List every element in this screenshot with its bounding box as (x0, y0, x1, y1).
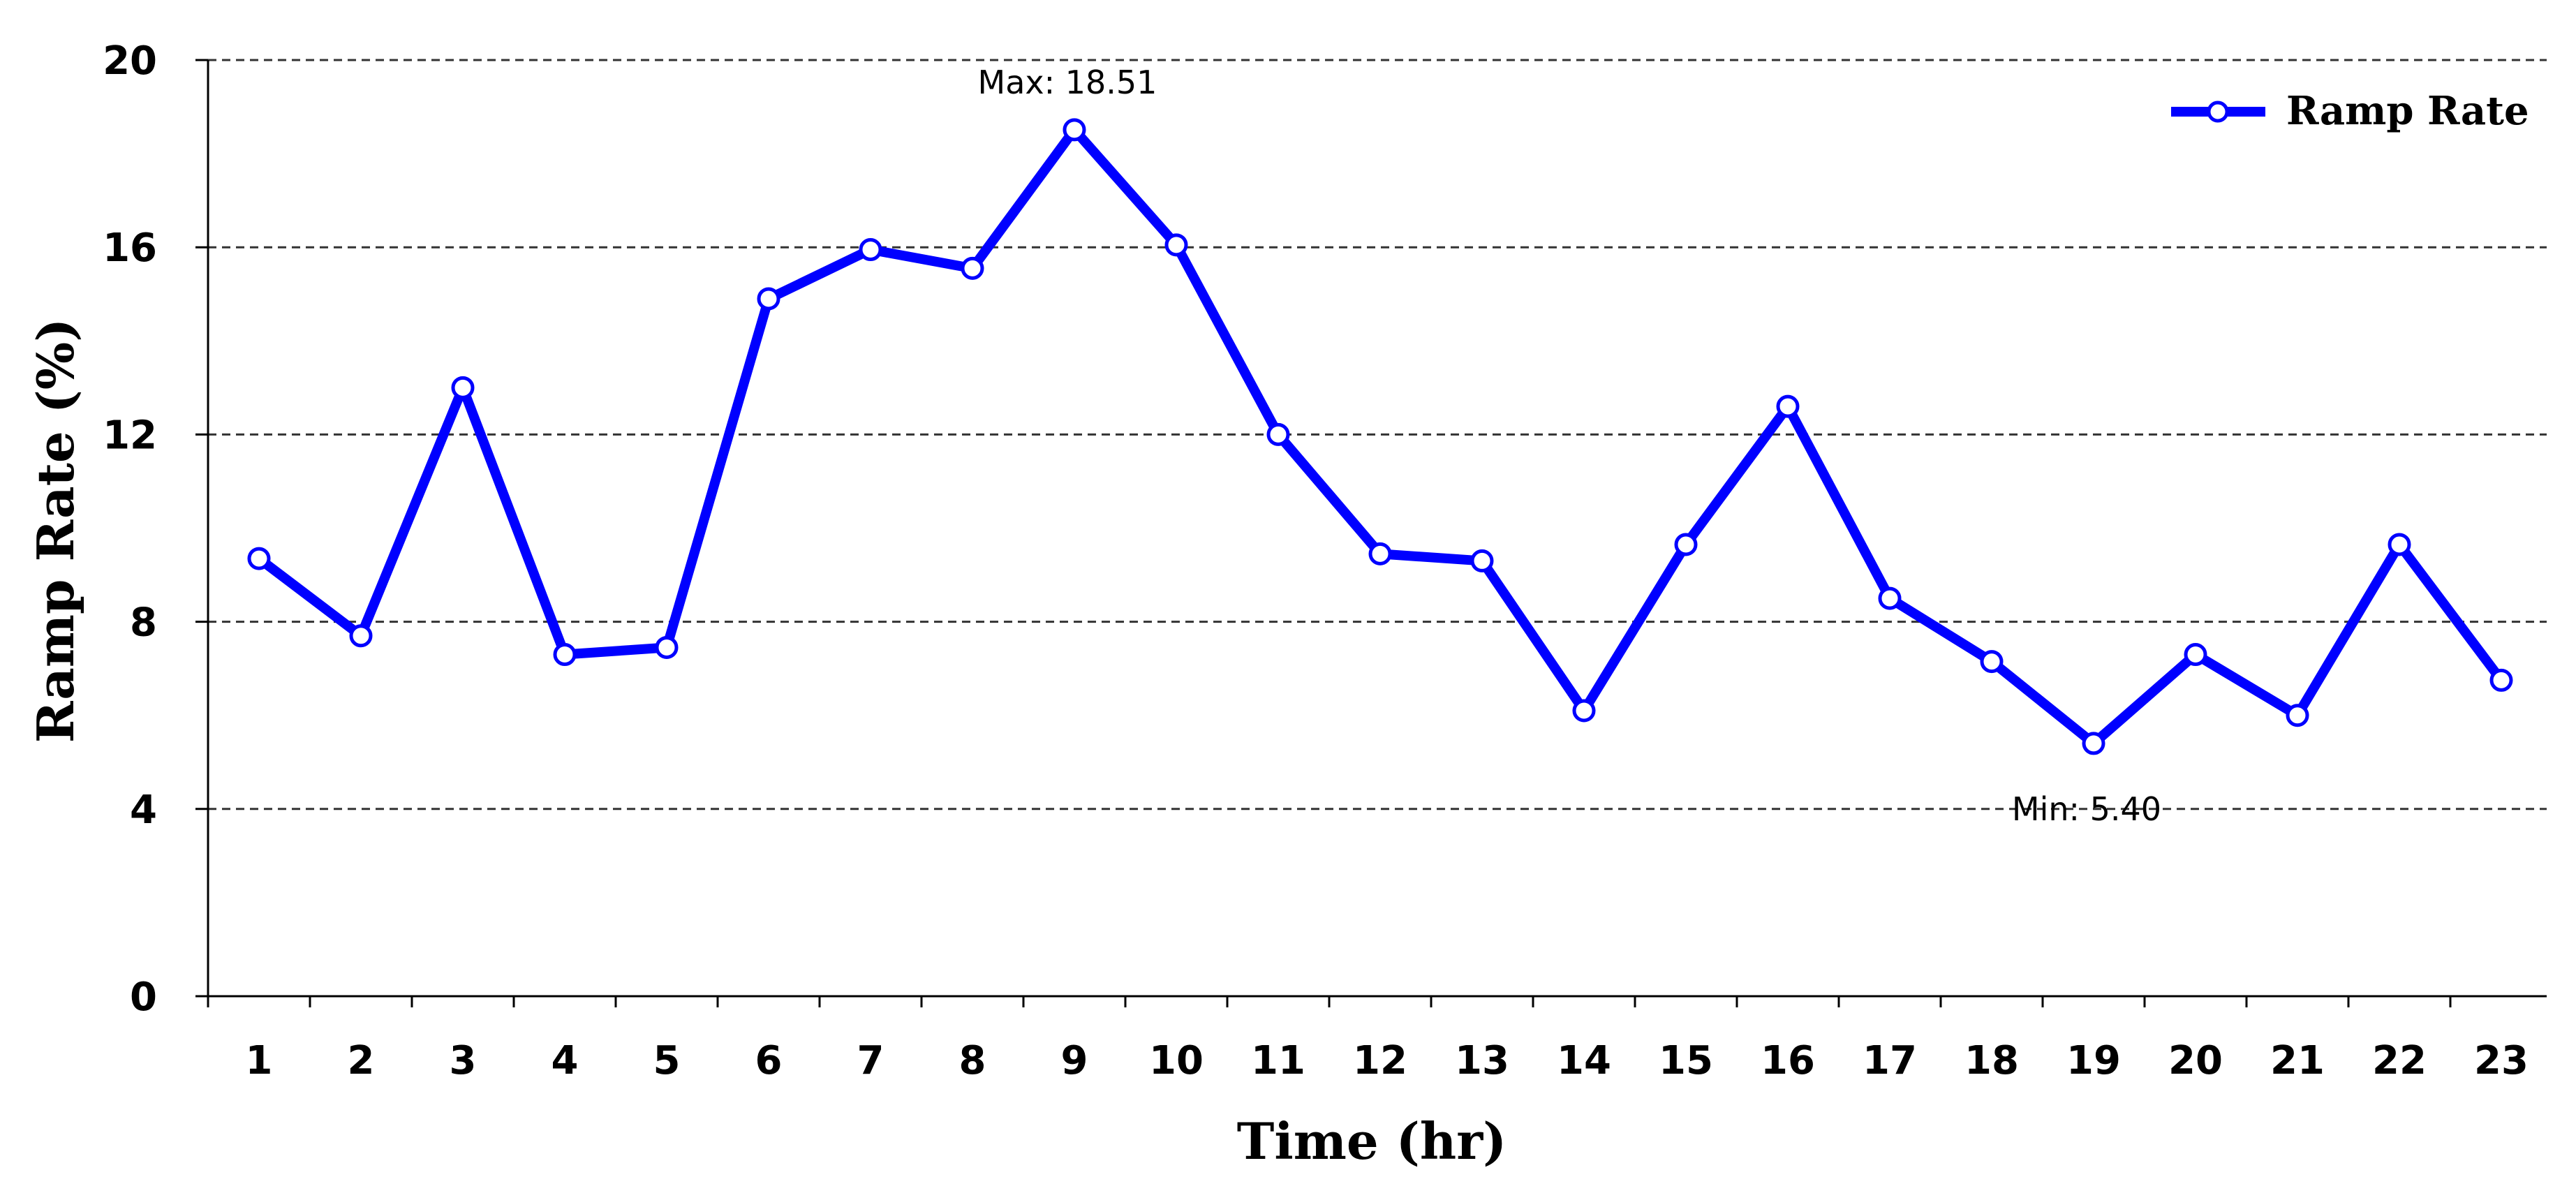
data-point (1776, 394, 1800, 418)
x-axis-title: Time (hr) (1237, 1111, 1507, 1171)
x-tick-label: 9 (1061, 1038, 1088, 1083)
data-point (2388, 533, 2411, 556)
axes (195, 59, 2547, 1007)
x-tick-label: 16 (1761, 1038, 1815, 1083)
legend-label: Ramp Rate (2286, 88, 2529, 134)
x-tick-label: 5 (653, 1038, 681, 1083)
x-tick-label: 13 (1455, 1038, 1509, 1083)
data-point (553, 643, 577, 667)
y-tick-label: 12 (103, 413, 157, 458)
min-annotation: Min: 5.40 (2012, 790, 2161, 828)
data-point (2184, 643, 2207, 667)
data-point (247, 547, 271, 570)
x-tick-labels: 1 2 3 4 5 6 7 8 9 10 11 12 13 14 15 16 17 18 19 20 21 22 23 (246, 1038, 2529, 1083)
x-tick-label: 20 (2168, 1038, 2223, 1083)
data-point (757, 287, 780, 311)
legend-marker (2207, 101, 2229, 123)
series-ramp-rate (247, 118, 2513, 755)
data-point (1266, 422, 1290, 446)
y-tick-label: 8 (130, 600, 157, 646)
data-point (2489, 668, 2513, 692)
x-tick-label: 8 (959, 1038, 986, 1083)
data-point (859, 238, 882, 262)
y-tick-label: 0 (130, 975, 157, 1020)
y-tick-label: 4 (130, 787, 157, 833)
annotations: Max: 18.51 Min: 5.40 (978, 64, 2162, 828)
data-point (655, 635, 679, 659)
legend: Ramp Rate (2171, 88, 2529, 134)
y-tick-label: 16 (103, 225, 157, 271)
grid-lines (208, 59, 2547, 811)
x-tick-label: 2 (348, 1038, 375, 1083)
data-point (1980, 650, 2004, 674)
data-point (2286, 704, 2309, 727)
x-tick-label: 6 (755, 1038, 783, 1083)
x-tick-label: 19 (2066, 1038, 2121, 1083)
data-point (961, 256, 984, 280)
x-tick-label: 1 (246, 1038, 273, 1083)
y-axis-title: Ramp Rate (%) (26, 318, 85, 743)
x-tick-label: 3 (450, 1038, 477, 1083)
data-point (1572, 699, 1596, 723)
data-point (451, 376, 475, 399)
data-point (1674, 533, 1698, 556)
y-tick-labels: 0 4 8 12 16 20 (103, 38, 157, 1020)
x-tick-label: 10 (1149, 1038, 1204, 1083)
x-tick-label: 12 (1353, 1038, 1407, 1083)
data-point (1368, 542, 1392, 565)
x-tick-label: 15 (1659, 1038, 1713, 1083)
max-annotation: Max: 18.51 (978, 64, 1157, 101)
y-tick-label: 20 (103, 38, 157, 84)
x-tick-label: 7 (857, 1038, 884, 1083)
data-point (2082, 732, 2105, 755)
x-tick-label: 17 (1863, 1038, 1917, 1083)
x-tick-label: 23 (2474, 1038, 2529, 1083)
x-tick-label: 4 (552, 1038, 579, 1083)
data-point (1878, 586, 1902, 610)
x-tick-label: 22 (2372, 1038, 2427, 1083)
data-point (1063, 118, 1086, 142)
x-tick-label: 11 (1251, 1038, 1305, 1083)
data-point (1470, 549, 1494, 572)
series-line (256, 124, 2505, 748)
data-point (1164, 233, 1188, 257)
x-tick-label: 18 (1964, 1038, 2019, 1083)
data-point (349, 624, 373, 648)
x-tick-label: 21 (2270, 1038, 2325, 1083)
x-tick-label: 14 (1557, 1038, 1611, 1083)
